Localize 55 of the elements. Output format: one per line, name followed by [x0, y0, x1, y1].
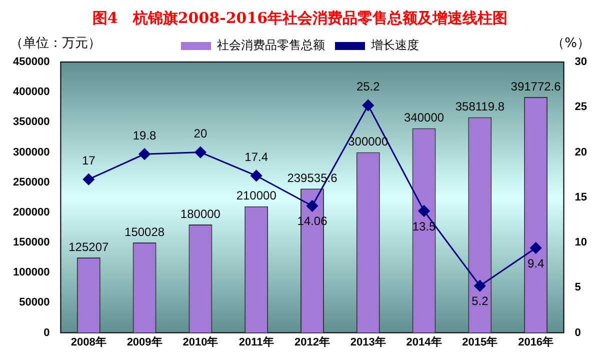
point [418, 205, 430, 217]
data-label: 125207 [68, 240, 109, 254]
x-tick-label: 2010年 [182, 335, 218, 348]
data-label: 180000 [180, 206, 221, 221]
y2-tick-label: 0 [574, 326, 581, 339]
y-axis-title: （单位：万元） [10, 36, 101, 51]
legend-label: 增长速度 [370, 38, 419, 52]
y2-tick-label: 25 [574, 101, 588, 114]
data-label: 17 [82, 154, 96, 168]
data-label: 300000 [348, 134, 388, 149]
point [250, 170, 262, 182]
data-label: 9.4 [527, 256, 544, 270]
data-label: 20 [194, 126, 208, 141]
legend-label: 社会消费品零售总额 [217, 38, 325, 52]
x-tick-label: 2013年 [350, 335, 386, 348]
chart-title: 图4 杭锦旗2008-2016年社会消费品零售总额及增速线柱图 [92, 8, 508, 27]
y-tick-label: 0 [44, 326, 50, 339]
y2-tick-label: 30 [574, 56, 588, 68]
y-tick-label: 300000 [12, 146, 50, 158]
y2-tick-label: 15 [574, 191, 588, 204]
point [362, 100, 374, 112]
x-tick-label: 2011年 [238, 335, 274, 348]
point [474, 280, 486, 292]
x-tick-label: 2012年 [294, 335, 330, 348]
data-label: 25.2 [356, 80, 380, 94]
x-tick-label: 2009年 [126, 335, 162, 348]
y-tick-label: 200000 [12, 206, 50, 218]
data-label: 391772.6 [510, 79, 562, 94]
y2-axis-title: （%） [552, 36, 590, 51]
y-tick-label: 350000 [12, 116, 50, 128]
y-tick-label: 150000 [12, 236, 50, 249]
data-label: 5.2 [472, 294, 489, 308]
y2-tick-label: 20 [574, 146, 588, 158]
point [194, 146, 206, 158]
point [530, 242, 542, 254]
y-tick-label: 400000 [12, 86, 50, 98]
x-tick-label: 2015年 [462, 335, 498, 348]
point [306, 200, 318, 212]
data-label: 358119.8 [455, 100, 505, 114]
data-label: 150028 [124, 224, 165, 239]
x-tick-label: 2008年 [70, 335, 106, 348]
data-label: 17.4 [244, 150, 268, 164]
data-label: 19.8 [132, 128, 157, 142]
y2-tick-label: 5 [574, 282, 581, 294]
x-tick-label: 2014年 [406, 335, 442, 348]
point [138, 148, 150, 160]
y-tick-label: 100000 [12, 266, 50, 279]
y-tick-label: 250000 [12, 176, 50, 188]
y-tick-label: 450000 [12, 56, 50, 68]
data-label: 340000 [404, 110, 444, 125]
point [82, 174, 94, 186]
y2-tick-label: 10 [574, 236, 588, 249]
y-tick-label: 50000 [19, 296, 50, 309]
x-tick-label: 2016年 [518, 335, 554, 348]
data-label: 210000 [236, 188, 277, 203]
